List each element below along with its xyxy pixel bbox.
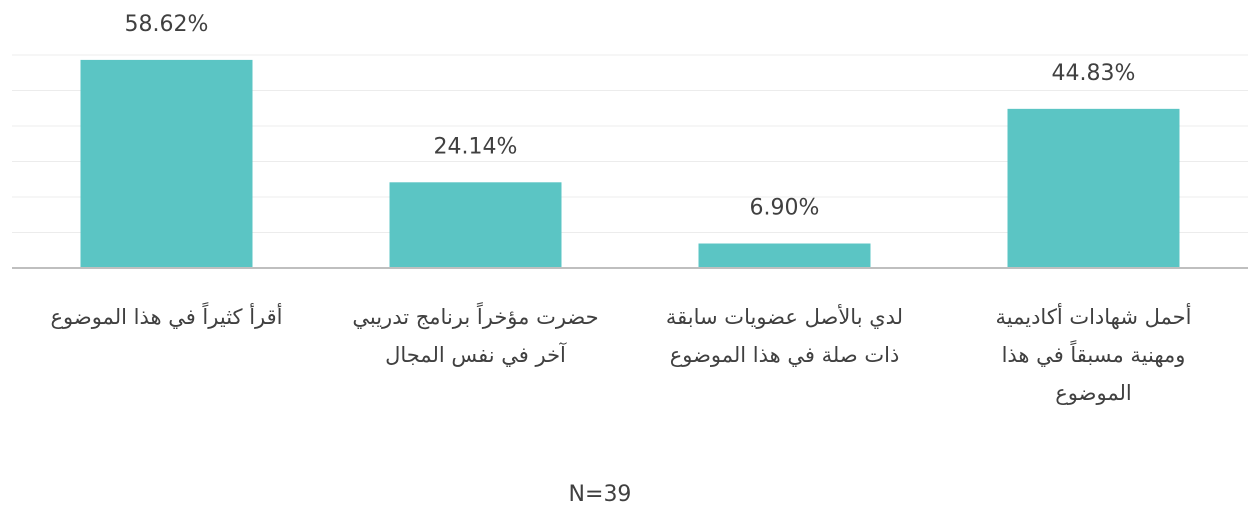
x-tick-label: أقرأ كثيراً في هذا الموضوع <box>50 305 283 329</box>
data-label: 58.62% <box>125 12 209 37</box>
x-tick-label: لدي بالأصل عضويات سابقة ذات صلة في هذا ا… <box>665 305 904 367</box>
bar <box>1007 108 1180 268</box>
annotation: N=39 <box>569 482 632 507</box>
x-tick-label: حضرت مؤخراً برنامج تدريبي آخر في نفس الم… <box>352 305 599 367</box>
data-label: 6.90% <box>750 196 820 221</box>
x-tick-label: أحمل شهادات أكاديمية ومهنية مسبقاً في هذ… <box>995 305 1192 405</box>
bar <box>698 243 871 268</box>
data-label: 24.14% <box>434 134 518 159</box>
data-label: 44.83% <box>1052 61 1136 86</box>
bar <box>389 182 562 268</box>
bar <box>80 59 253 268</box>
